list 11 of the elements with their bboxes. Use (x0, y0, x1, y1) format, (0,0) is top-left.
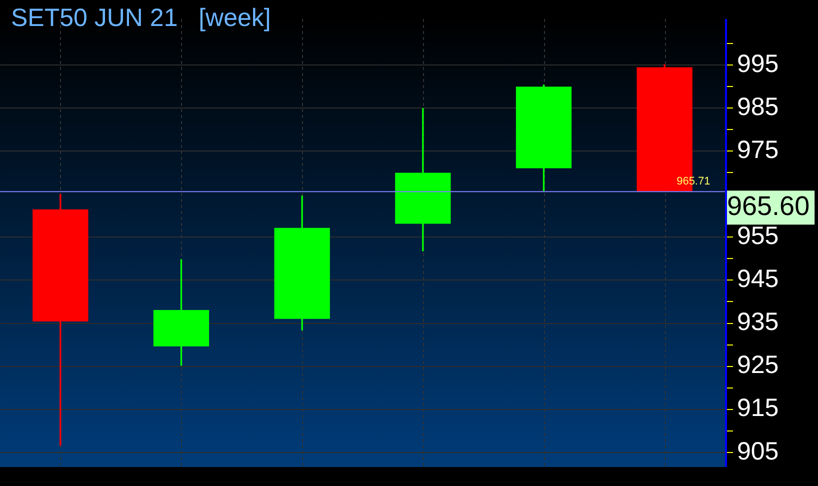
y-tick-label: 955 (737, 222, 779, 250)
y-tick-label: 995 (737, 50, 779, 78)
y-tick-label: 975 (737, 136, 779, 164)
y-tick-label: 905 (737, 437, 779, 466)
y-tick-label: 915 (737, 394, 779, 422)
ref-line-label: 965.60 (727, 191, 810, 222)
y-tick-label: 925 (737, 351, 779, 380)
y-tick-label: 985 (737, 92, 779, 121)
y-tick-label: 945 (737, 265, 779, 294)
y-tick-label: 935 (737, 308, 779, 336)
chart-title: SET50 JUN 21 [week] (11, 4, 271, 33)
